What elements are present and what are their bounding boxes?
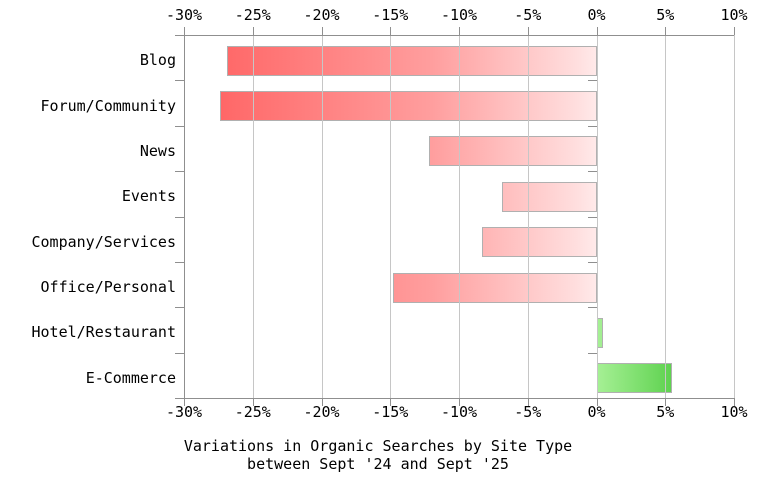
gridline-x--10 [459, 35, 460, 398]
tick-bottom--10 [459, 398, 460, 406]
cat-tick-zero-1 [587, 80, 597, 82]
tick-top-5 [665, 27, 667, 35]
x-axis-bottom-label--25: -25% [234, 403, 271, 421]
tick-top-0 [596, 27, 598, 35]
x-axis-top-label--15: -15% [372, 6, 409, 24]
category-label-office-personal: Office/Personal [40, 278, 176, 297]
cat-tick-left-3 [175, 171, 184, 173]
plot-border-top [184, 35, 734, 36]
tick-bottom--30 [184, 398, 185, 406]
x-axis-top-label--10: -10% [440, 6, 478, 24]
bar-blog [226, 45, 597, 76]
x-axis-bottom-label--10: -10% [440, 403, 478, 421]
x-axis-bottom-label-10: 10% [720, 403, 748, 421]
tick-top--20 [321, 27, 323, 35]
tick-bottom-5 [665, 398, 667, 406]
x-axis-bottom-label--15: -15% [372, 403, 409, 421]
cat-tick-zero-5 [587, 261, 597, 263]
tick-top--5 [527, 27, 529, 35]
gridline-x-5 [665, 35, 667, 398]
plot-border-left [184, 35, 185, 399]
category-label-hotel-restaurant: Hotel/Restaurant [31, 323, 177, 342]
bar-e-commerce [596, 363, 673, 394]
category-label-news: News [139, 141, 176, 160]
cat-tick-zero-7 [587, 352, 597, 354]
cat-tick-zero-4 [587, 216, 597, 218]
category-label-company-services: Company/Services [31, 232, 177, 251]
x-axis-bottom-label-5: 5% [656, 403, 675, 421]
tick-top--25 [252, 27, 254, 35]
cat-tick-left-5 [175, 261, 184, 263]
category-label-forum-community: Forum/Community [40, 96, 176, 115]
tick-bottom--15 [390, 398, 392, 406]
x-axis-top-label--20: -20% [303, 6, 340, 24]
bar-events [501, 181, 597, 212]
x-axis-bottom-label--30: -30% [165, 403, 203, 421]
tick-top--10 [459, 27, 460, 35]
chart-caption-line1: Variations in Organic Searches by Site T… [183, 437, 573, 455]
cat-tick-left-7 [175, 352, 184, 354]
x-axis-bottom-label-0: 0% [587, 403, 606, 421]
category-label-blog: Blog [139, 51, 176, 70]
x-axis-bottom-label--20: -20% [303, 403, 340, 421]
bar-news [428, 136, 597, 167]
tick-bottom-10 [734, 398, 735, 406]
gridline-x--20 [321, 35, 323, 398]
x-axis-top-label--5: -5% [514, 6, 542, 24]
cat-tick-left-1 [175, 80, 184, 82]
cat-tick-zero-3 [587, 171, 597, 173]
cat-tick-left-6 [175, 307, 184, 309]
x-axis-bottom-label--5: -5% [514, 403, 542, 421]
bar-office-personal [393, 272, 597, 303]
x-axis-top-label--25: -25% [234, 6, 271, 24]
cat-tick-left-2 [175, 125, 184, 127]
bar-company-services [482, 227, 597, 258]
tick-bottom-0 [596, 398, 598, 406]
x-axis-top-label--30: -30% [165, 6, 203, 24]
category-label-e-commerce: E-Commerce [85, 368, 176, 387]
x-axis-top-label-5: 5% [656, 6, 675, 24]
plot-border-bottom [184, 398, 734, 399]
bar-forum-community [219, 91, 597, 122]
cat-tick-zero-2 [587, 125, 597, 127]
cat-tick-left-4 [175, 216, 184, 218]
tick-bottom--5 [527, 398, 529, 406]
tick-top--15 [390, 27, 392, 35]
x-axis-top-label-10: 10% [720, 6, 748, 24]
gridline-x-10 [734, 35, 735, 398]
cat-tick-left-0 [175, 35, 184, 36]
cat-tick-left-8 [175, 398, 184, 399]
bar-hotel-restaurant [596, 317, 604, 348]
chart-caption-line2: between Sept '24 and Sept '25 [247, 455, 509, 473]
gridline-x--25 [252, 35, 254, 398]
category-label-events: Events [121, 187, 176, 206]
tick-top--30 [184, 27, 185, 35]
tick-bottom--25 [252, 398, 254, 406]
gridline-x--5 [527, 35, 529, 398]
x-axis-top-label-0: 0% [587, 6, 606, 24]
gridline-x-0 [596, 35, 598, 398]
tick-top-10 [734, 27, 735, 35]
cat-tick-zero-6 [587, 307, 597, 309]
tick-bottom--20 [321, 398, 323, 406]
gridline-x--15 [390, 35, 392, 398]
